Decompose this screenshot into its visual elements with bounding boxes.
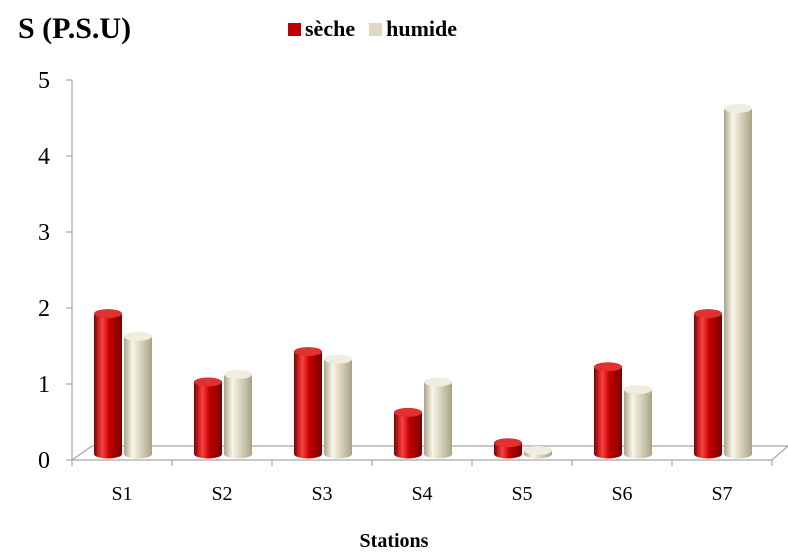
- bar-cap: [524, 445, 552, 455]
- bar-cap: [394, 407, 422, 417]
- bar-cap: [224, 369, 252, 379]
- bar-humide-S3: [324, 354, 352, 459]
- bar-body: [424, 382, 452, 459]
- bar-cap: [94, 309, 122, 319]
- legend-swatch-humide: [369, 22, 383, 36]
- bar-humide-S5: [524, 445, 552, 459]
- x-tick-label: S7: [711, 483, 732, 505]
- bar-body: [624, 389, 652, 459]
- bar-body: [724, 108, 752, 459]
- bar-cap: [424, 377, 452, 387]
- legend: sèche humide: [288, 16, 471, 42]
- bar-cap: [294, 347, 322, 357]
- legend-label-seche: sèche: [305, 16, 356, 41]
- y-tick-label: 3: [38, 220, 50, 246]
- bar-cap: [124, 331, 152, 341]
- y-tick-label: 1: [38, 372, 50, 398]
- bar-sèche-S5: [494, 438, 522, 459]
- bar-sèche-S2: [194, 377, 222, 459]
- bar-humide-S7: [724, 103, 752, 459]
- bar-sèche-S3: [294, 347, 322, 459]
- bar-sèche-S6: [594, 362, 622, 459]
- x-axis-title: Stations: [359, 530, 429, 552]
- y-tick-label: 5: [38, 68, 50, 94]
- y-axis-title: S (P.S.U): [18, 12, 132, 45]
- y-tick-label: 2: [38, 296, 50, 322]
- x-tick-label: S2: [211, 483, 232, 505]
- legend-item-humide: humide: [369, 16, 457, 42]
- bar-body: [694, 313, 722, 459]
- y-tick-label: 0: [38, 448, 50, 474]
- bar-body: [494, 442, 522, 459]
- bar-cap: [324, 354, 352, 364]
- x-tick-label: S3: [311, 483, 332, 505]
- x-tick-label: S1: [111, 483, 132, 505]
- bar-cap: [194, 377, 222, 387]
- bar-humide-S2: [224, 369, 252, 459]
- x-tick-label: S5: [511, 483, 532, 505]
- legend-label-humide: humide: [386, 16, 458, 41]
- x-tick-label: S6: [611, 483, 632, 505]
- bar-cap: [494, 438, 522, 448]
- bar-body: [224, 374, 252, 459]
- bar-sèche-S7: [694, 309, 722, 459]
- bar-humide-S1: [124, 331, 152, 459]
- legend-swatch-seche: [288, 22, 301, 36]
- bar-body: [194, 382, 222, 459]
- legend-item-seche: sèche: [288, 16, 355, 42]
- x-tick-label: S4: [411, 483, 432, 505]
- bar-body: [324, 359, 352, 459]
- bar-body: [294, 351, 322, 459]
- bar-sèche-S1: [94, 309, 122, 459]
- bar-cap: [724, 103, 752, 113]
- bar-sèche-S4: [394, 407, 422, 459]
- bar-cap: [594, 362, 622, 372]
- bar-body: [94, 313, 122, 459]
- bar-cap: [694, 309, 722, 319]
- bar-body: [594, 366, 622, 459]
- bar-cap: [624, 385, 652, 395]
- bar-humide-S6: [624, 385, 652, 459]
- y-tick-label: 4: [38, 144, 50, 170]
- bar-body: [394, 412, 422, 459]
- bar-body: [124, 336, 152, 459]
- bar-humide-S4: [424, 377, 452, 459]
